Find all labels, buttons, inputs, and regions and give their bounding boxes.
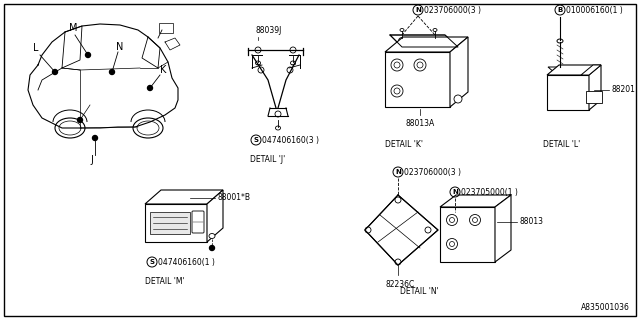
Circle shape (414, 59, 426, 71)
Ellipse shape (255, 61, 260, 65)
Polygon shape (495, 195, 511, 262)
Circle shape (395, 259, 401, 265)
Circle shape (365, 227, 371, 233)
Text: DETAIL 'L': DETAIL 'L' (543, 140, 580, 149)
Polygon shape (450, 37, 468, 107)
Circle shape (425, 227, 431, 233)
Text: A835001036: A835001036 (581, 303, 630, 312)
Text: DETAIL 'N': DETAIL 'N' (400, 287, 439, 296)
Circle shape (209, 245, 214, 251)
Polygon shape (150, 212, 190, 234)
Polygon shape (581, 65, 601, 75)
Circle shape (147, 85, 152, 91)
Circle shape (93, 135, 97, 140)
Circle shape (447, 238, 458, 250)
Ellipse shape (133, 118, 163, 138)
Text: J: J (91, 155, 93, 165)
Circle shape (52, 69, 58, 75)
Text: S: S (150, 259, 154, 265)
Polygon shape (207, 190, 223, 242)
Polygon shape (548, 67, 580, 73)
Text: 023705000(1 ): 023705000(1 ) (461, 188, 518, 196)
Circle shape (86, 52, 90, 58)
Text: 88039J: 88039J (256, 26, 282, 35)
Text: 88013A: 88013A (405, 119, 435, 128)
Polygon shape (145, 204, 207, 242)
Ellipse shape (275, 126, 280, 130)
Text: 88201: 88201 (611, 85, 635, 94)
Text: N: N (395, 169, 401, 175)
Text: DETAIL 'M': DETAIL 'M' (145, 277, 184, 286)
Text: S: S (253, 137, 259, 143)
Polygon shape (145, 190, 223, 204)
Polygon shape (365, 195, 438, 265)
FancyBboxPatch shape (192, 211, 204, 233)
Polygon shape (547, 65, 601, 75)
Polygon shape (589, 65, 601, 110)
Polygon shape (390, 35, 458, 47)
Polygon shape (440, 195, 511, 207)
Text: B: B (557, 7, 563, 13)
Ellipse shape (400, 28, 404, 31)
FancyBboxPatch shape (586, 91, 602, 103)
Text: 047406160(3 ): 047406160(3 ) (262, 135, 319, 145)
Circle shape (391, 85, 403, 97)
Circle shape (395, 197, 401, 203)
Ellipse shape (433, 28, 437, 31)
Text: 023706000(3 ): 023706000(3 ) (404, 167, 461, 177)
Text: L: L (33, 43, 39, 53)
Text: N: N (116, 42, 124, 52)
Circle shape (454, 95, 462, 103)
Text: DETAIL 'K': DETAIL 'K' (385, 140, 423, 149)
Ellipse shape (55, 118, 85, 138)
Text: 010006160(1 ): 010006160(1 ) (566, 5, 623, 14)
Circle shape (470, 214, 481, 226)
Circle shape (109, 69, 115, 75)
Ellipse shape (291, 61, 296, 65)
Text: DETAIL 'J': DETAIL 'J' (250, 155, 285, 164)
Circle shape (391, 59, 403, 71)
Polygon shape (385, 37, 468, 52)
Ellipse shape (557, 39, 563, 43)
Text: 047406160(1 ): 047406160(1 ) (158, 258, 215, 267)
Text: M: M (68, 23, 77, 33)
Text: N: N (415, 7, 421, 13)
Text: N: N (452, 189, 458, 195)
Ellipse shape (209, 234, 215, 238)
Polygon shape (385, 52, 450, 107)
Circle shape (77, 117, 83, 123)
Text: 023706000(3 ): 023706000(3 ) (424, 5, 481, 14)
Text: K: K (160, 65, 166, 75)
Polygon shape (440, 207, 495, 262)
Polygon shape (547, 75, 589, 110)
Circle shape (447, 214, 458, 226)
Text: 88013: 88013 (519, 218, 543, 227)
Text: 88001*B: 88001*B (217, 194, 250, 203)
Text: 82236C: 82236C (385, 280, 414, 289)
